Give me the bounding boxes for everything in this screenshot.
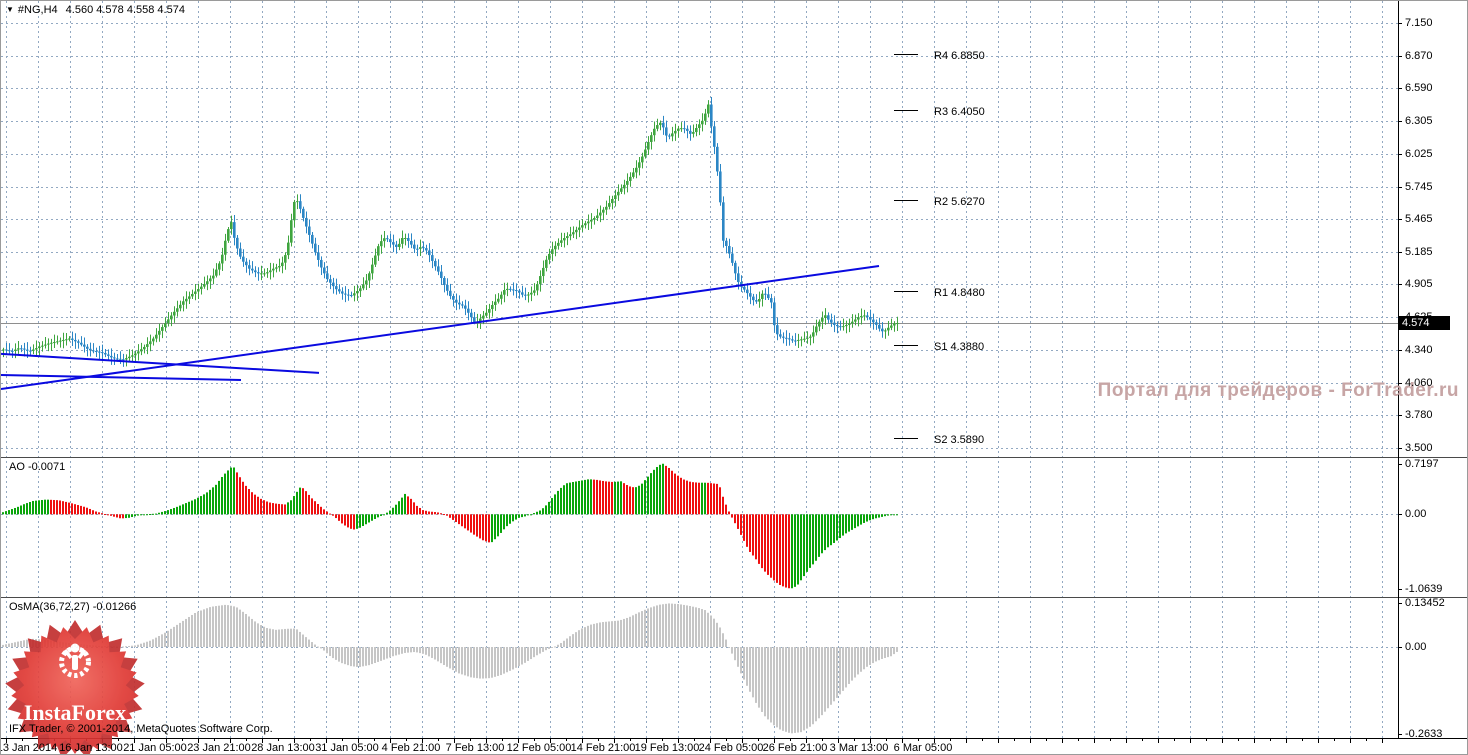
instaforex-logo-icon bbox=[59, 643, 91, 678]
price-axis-label: 5.745 bbox=[1405, 180, 1433, 193]
price-axis-label: 5.185 bbox=[1405, 245, 1433, 258]
trendline[interactable] bbox=[1, 265, 880, 390]
trendline[interactable] bbox=[1, 352, 320, 374]
pivot-label: R2 5.6270 bbox=[934, 196, 985, 209]
ao-histogram bbox=[2, 463, 898, 589]
time-axis-label: 7 Feb 13:00 bbox=[445, 742, 505, 754]
chart-title: ▼ #NG,H4 4.560 4.578 4.558 4.574 bbox=[6, 4, 185, 16]
ohlc-values: 4.560 4.578 4.558 4.574 bbox=[65, 4, 185, 16]
price-axis-label: 3.500 bbox=[1405, 442, 1433, 454]
time-axis-label: 13 Jan 2014 bbox=[0, 742, 58, 754]
osma-axis-label: -0.2633 bbox=[1405, 727, 1443, 740]
time-axis-label: 21 Jan 05:00 bbox=[123, 742, 187, 754]
badge-star-inner bbox=[11, 627, 139, 754]
time-axis-label: 6 Mar 05:00 bbox=[893, 742, 953, 754]
time-axis-label: 31 Jan 05:00 bbox=[315, 742, 379, 754]
time-axis-label: 14 Feb 21:00 bbox=[570, 742, 636, 754]
price-axis-label: 6.870 bbox=[1405, 49, 1433, 62]
price-axis-label: 5.465 bbox=[1405, 213, 1433, 226]
price-axis-label: 4.905 bbox=[1405, 278, 1433, 291]
ao-indicator-label: AO -0.0071 bbox=[9, 461, 66, 473]
time-axis-label: 24 Feb 05:00 bbox=[698, 742, 764, 754]
ao-axis-label: 0.7197 bbox=[1405, 457, 1439, 470]
time-axis-label: 19 Feb 13:00 bbox=[634, 742, 700, 754]
trendlines bbox=[1, 265, 880, 390]
badge-brand-text: InstaForex bbox=[24, 700, 126, 725]
price-axis-label: 3.780 bbox=[1405, 409, 1433, 422]
time-axis-label: 26 Feb 21:00 bbox=[762, 742, 828, 754]
time-axis-label: 3 Mar 13:00 bbox=[829, 742, 889, 754]
pivot-label: R3 6.4050 bbox=[934, 105, 985, 118]
price-axis-label: 7.150 bbox=[1405, 17, 1433, 29]
price-axis-label: 6.590 bbox=[1405, 82, 1433, 95]
time-axis-label: 23 Jan 21:00 bbox=[187, 742, 251, 754]
pivot-label: S1 4.3880 bbox=[934, 340, 985, 353]
osma-indicator-label: OsMA(36,72,27) -0.01266 bbox=[9, 601, 137, 613]
candlestick-series bbox=[2, 96, 899, 367]
osma-axis-label: 0.13452 bbox=[1405, 596, 1445, 609]
chart-dropdown-icon[interactable]: ▼ bbox=[6, 5, 14, 14]
symbol-period-label: #NG,H4 bbox=[17, 4, 58, 16]
copyright-text: IFX Trader, © 2001-2014, MetaQuotes Soft… bbox=[9, 723, 273, 735]
pivot-label: R1 4.8480 bbox=[934, 287, 985, 300]
price-axis-label: 6.025 bbox=[1405, 147, 1433, 160]
time-axis-label: 16 Jan 13:00 bbox=[59, 742, 123, 754]
price-axis-label: 6.305 bbox=[1405, 115, 1433, 128]
price-axis[interactable] bbox=[1398, 1, 1467, 738]
pivot-levels bbox=[894, 54, 918, 439]
osma-axis-label: 0.00 bbox=[1405, 641, 1427, 653]
watermark-text: Портал для трейдеров - ForTrader.ru bbox=[1097, 380, 1459, 401]
time-axis-label: 12 Feb 05:00 bbox=[506, 742, 572, 754]
price-axis-label: 4.060 bbox=[1405, 376, 1433, 389]
current-price-tag: 4.574 bbox=[1399, 316, 1450, 330]
trendline[interactable] bbox=[1, 373, 242, 382]
time-axis-label: 28 Jan 13:00 bbox=[251, 742, 315, 754]
ao-axis-label: -1.0639 bbox=[1405, 582, 1443, 595]
ao-axis-label: 0.00 bbox=[1405, 508, 1427, 521]
instaforex-badge: InstaForex bbox=[1, 608, 157, 754]
price-axis-label: 4.340 bbox=[1405, 344, 1433, 357]
pivot-label: S2 3.5890 bbox=[934, 433, 985, 446]
pivot-label: R4 6.8850 bbox=[934, 49, 985, 62]
time-axis-label: 4 Feb 21:00 bbox=[381, 742, 441, 754]
